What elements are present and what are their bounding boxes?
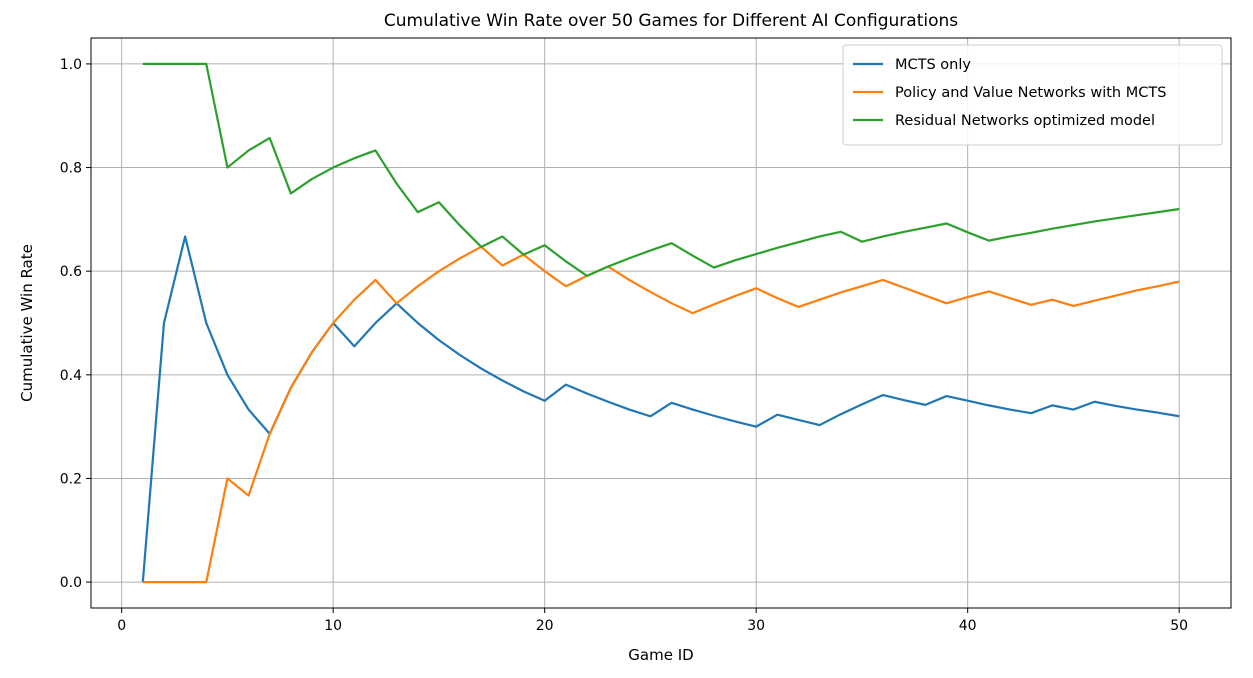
legend-label: Policy and Value Networks with MCTS (895, 85, 1166, 101)
y-axis: 0.0 0.2 0.4 0.6 0.8 1.0 (60, 57, 91, 591)
chart-title: Cumulative Win Rate over 50 Games for Di… (384, 11, 958, 31)
legend: MCTS only Policy and Value Networks with … (842, 44, 1223, 146)
x-tick-label: 40 (959, 618, 977, 634)
x-tick-label: 30 (747, 618, 765, 634)
y-tick-label: 0.2 (60, 471, 82, 487)
legend-box (842, 44, 1223, 146)
y-tick-label: 0.8 (60, 161, 82, 177)
x-tick-label: 10 (324, 618, 342, 634)
plot-frame (90, 37, 1232, 609)
x-axis-label: Game ID (628, 646, 693, 664)
series-line-1 (141, 235, 1180, 583)
x-tick-label: 50 (1170, 618, 1188, 634)
x-axis: 0 10 20 30 40 50 (117, 608, 1188, 634)
series-line-3 (142, 62, 1180, 277)
y-tick-label: 0.4 (60, 368, 82, 384)
legend-label: MCTS only (895, 57, 971, 73)
legend-label: Residual Networks optimized model (895, 113, 1155, 129)
series-lines (141, 62, 1180, 584)
y-tick-label: 0.0 (60, 575, 82, 591)
y-tick-label: 1.0 (60, 57, 82, 73)
y-tick-label: 0.6 (60, 264, 82, 280)
y-axis-label: Cumulative Win Rate (18, 244, 36, 402)
series-line-2 (142, 245, 1180, 584)
x-tick-label: 0 (117, 618, 126, 634)
x-tick-label: 20 (536, 618, 554, 634)
